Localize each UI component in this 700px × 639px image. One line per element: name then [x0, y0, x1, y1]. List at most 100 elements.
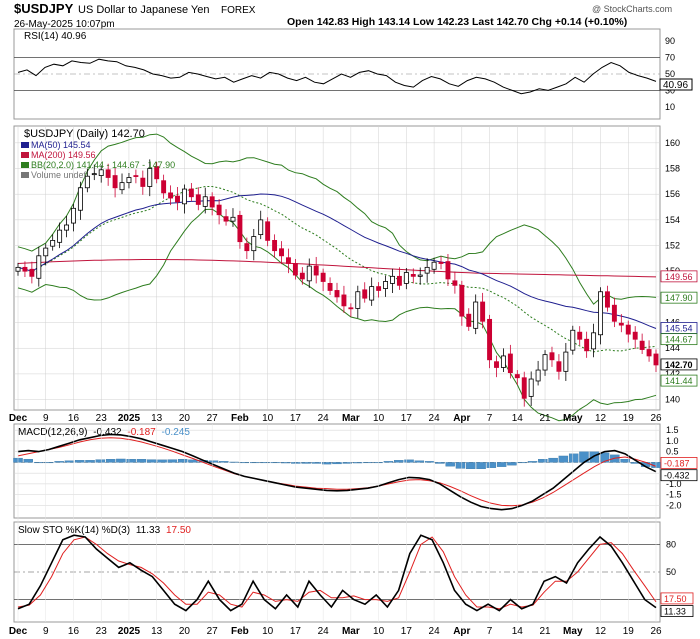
x-axis-label: 10: [373, 626, 385, 637]
price-value-tag: 145.54: [665, 323, 693, 333]
macd-histogram-bar: [54, 461, 64, 463]
sto-panel: Slow STO %K(14) %D(3) 11.33 17.50 805020…: [13, 424, 694, 623]
macd-histogram-bar: [517, 462, 527, 464]
macd-histogram-bar: [219, 461, 229, 463]
legend-entry: Volume undef: [31, 170, 87, 180]
x-axis-label: 10: [373, 413, 385, 424]
candle-body: [424, 266, 430, 274]
price-value-tag: 149.56: [665, 272, 693, 282]
candle-body: [77, 187, 83, 211]
candle-body: [528, 378, 534, 397]
candle-body: [244, 243, 250, 252]
candle-body: [521, 377, 527, 399]
rsi-tick-label: 90: [665, 36, 675, 46]
x-axis-label: 9: [43, 626, 49, 637]
x-axis-label: 10: [262, 626, 274, 637]
macd-histogram-bar: [239, 462, 250, 464]
legend-entry: BB(20,2.0) 141.44 - 144.67 - 147.90: [31, 160, 175, 170]
candle-body: [487, 318, 493, 361]
macd-histogram-bar: [558, 455, 569, 463]
macd-label-prefix: MACD(12,26,9): [18, 427, 87, 438]
macd-signal-value: -0.187: [127, 427, 156, 438]
symbol-description: US Dollar to Japanese Yen: [78, 4, 209, 16]
x-axis-label: 20: [179, 413, 191, 424]
candle-body: [98, 169, 104, 176]
macd-histogram-bar: [435, 462, 445, 464]
macd-histogram-bar: [507, 462, 517, 466]
sto-tick-label: 80: [666, 539, 676, 549]
price-value-tag-box: [660, 291, 698, 304]
candle-body: [299, 272, 305, 280]
rsi-value-tag: 40.96: [663, 80, 688, 91]
candle-body: [396, 275, 402, 286]
candle-body: [494, 361, 499, 368]
x-axis-label: Dec: [9, 413, 28, 424]
macd-histogram-bar: [496, 462, 507, 467]
ohlc-summary: Open 142.83 High 143.14 Low 142.23 Last …: [287, 16, 627, 28]
price-x-axis: Dec 9 16 23 2025 13 20 27 Feb 10 17 24 Mar 10 17 24 Apr 7…: [9, 413, 662, 424]
candle-body: [556, 361, 562, 372]
price-value-tag: 147.90: [665, 293, 693, 303]
sto-value-tag: 17.50: [664, 594, 687, 604]
candle-body: [598, 291, 603, 336]
sto-k-line: [17, 534, 657, 612]
macd-histogram-bar: [105, 459, 116, 463]
candle-body: [147, 168, 153, 187]
macd-histogram-bar: [126, 459, 136, 463]
candle-body: [390, 275, 395, 284]
macd-histogram-bar: [414, 460, 425, 463]
macd-histogram-bar: [229, 461, 239, 463]
price-value-tag: 142.70: [665, 360, 693, 370]
candle-body: [202, 196, 208, 207]
legend-swatch: [21, 142, 29, 148]
x-axis-label: 21: [539, 413, 551, 424]
candle-body: [71, 207, 76, 224]
candle-body: [168, 192, 174, 199]
price-value-tag-box: [660, 333, 698, 346]
candle-body: [181, 188, 187, 205]
candle-body: [133, 175, 139, 177]
sto-label-prefix: Slow STO %K(14) %D(3): [18, 525, 130, 536]
x-axis-label: Apr: [453, 626, 470, 637]
macd-histogram-bar: [95, 459, 106, 463]
candle-body: [209, 196, 215, 208]
symbol-title: $USDJPY: [14, 1, 74, 16]
macd-histogram-bar: [75, 460, 85, 463]
price-tick-label: 140: [665, 395, 680, 405]
price-value-tag: 141.44: [665, 376, 693, 386]
macd-histogram-bar: [342, 462, 352, 464]
macd-histogram-bar: [291, 462, 301, 464]
x-axis-label: 26: [650, 626, 662, 637]
x-axis-label: 17: [290, 626, 302, 637]
candle-body: [417, 274, 423, 277]
candle-body: [84, 175, 90, 189]
candle-body: [549, 352, 555, 361]
macd-histogram-bar: [476, 462, 486, 469]
x-axis-label: 24: [318, 626, 330, 637]
x-axis-label: Mar: [342, 626, 360, 637]
legend-entry: MA(200) 149.56: [31, 150, 96, 160]
candle-body: [313, 265, 319, 276]
macd-histogram-bar: [352, 462, 363, 464]
x-axis-label: May: [563, 413, 583, 424]
candle-body: [327, 283, 333, 291]
macd-line: [17, 433, 657, 511]
candle-body: [50, 239, 56, 247]
macd-histogram-bar: [147, 459, 157, 463]
candle-body: [154, 166, 160, 180]
x-axis-label: Apr: [453, 413, 470, 424]
candle-body: [514, 374, 520, 379]
price-tick-label: 142: [665, 369, 680, 379]
macd-histogram-bar: [167, 459, 178, 463]
candle-body: [355, 291, 361, 309]
macd-histogram-bar: [188, 459, 198, 463]
candle-body: [292, 263, 298, 276]
price-tick-label: 144: [665, 343, 680, 353]
price-tick-label: 156: [665, 189, 680, 199]
macd-histogram-bar: [208, 460, 219, 463]
candle-body: [535, 369, 541, 382]
candle-body: [604, 291, 610, 308]
rsi-tick-label: 70: [665, 53, 675, 63]
x-axis-label: Mar: [342, 413, 360, 424]
